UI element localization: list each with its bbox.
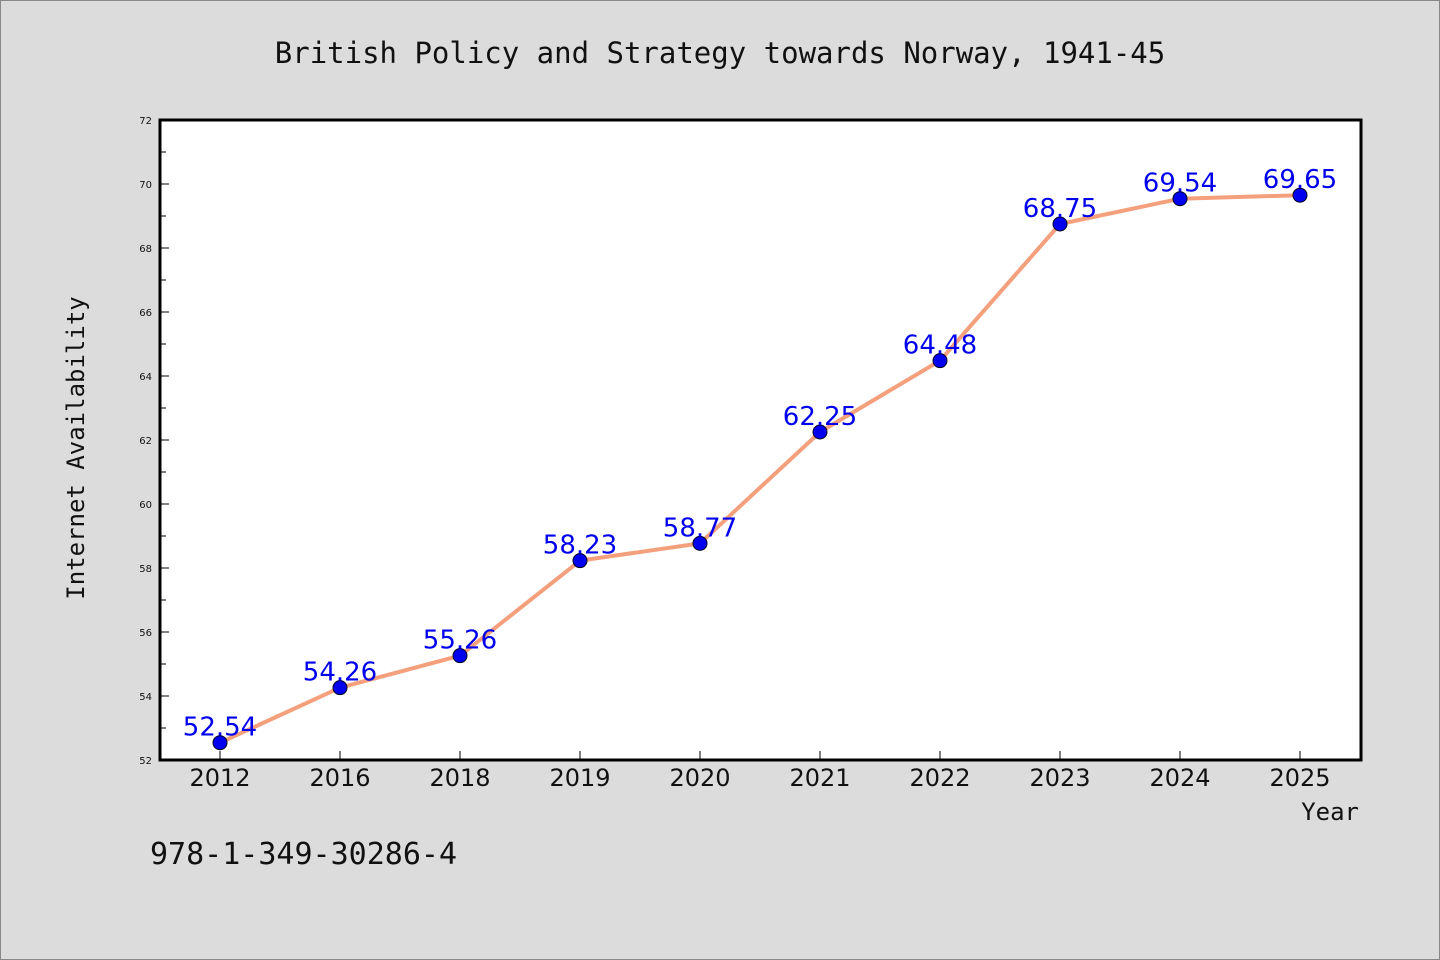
data-label: 62.25 [783,402,857,432]
x-axis-ticks: 2012 2016 2018 2019 2020 2021 2022 2023 2024 2025 [189,751,1331,792]
x-tick-label: 2019 [549,764,610,792]
y-tick-label: 58 [139,564,152,575]
y-tick-label: 52 [139,756,152,767]
data-point [692,535,708,551]
data-label: 54.26 [303,658,377,688]
data-point [452,648,468,664]
y-tick-label: 54 [139,692,152,703]
data-point [1292,187,1308,203]
x-tick-label: 2023 [1029,764,1090,792]
y-axis-ticks: 52 54 56 58 60 62 64 66 68 70 72 [139,116,169,767]
data-label: 58.77 [663,513,737,543]
y-axis-label: Internet Availability [62,296,90,599]
x-tick-label: 2016 [309,764,370,792]
plot-area [158,118,1363,762]
y-tick-label: 70 [139,180,152,191]
data-label: 58.23 [543,531,617,561]
x-tick-label: 2021 [789,764,850,792]
data-point [1052,216,1068,232]
chart-title: British Policy and Strategy towards Norw… [275,36,1165,70]
y-tick-label: 66 [139,308,152,319]
x-tick-label: 2025 [1269,764,1330,792]
isbn-text: 978-1-349-30286-4 [150,837,457,872]
data-point [332,680,348,696]
data-point [212,735,228,751]
x-tick-label: 2018 [429,764,490,792]
series-line [218,193,1302,745]
data-label: 64.48 [903,331,977,361]
data-label: 69.54 [1143,169,1217,199]
data-label: 52.54 [183,713,257,743]
data-point [932,353,948,369]
y-tick-label: 56 [139,628,152,639]
y-tick-label: 62 [139,436,152,447]
data-label: 55.26 [423,626,497,656]
x-tick-label: 2020 [669,764,730,792]
x-tick-label: 2022 [909,764,970,792]
y-tick-label: 72 [139,116,152,127]
y-tick-label: 64 [139,372,152,383]
x-axis-label: Year [1301,798,1359,826]
data-point [572,553,588,569]
data-point [812,424,828,440]
data-labels: 52.54 54.26 55.26 58.23 58.77 62.25 64.48 68.75… [183,165,1337,743]
data-label: 68.75 [1023,194,1097,224]
data-points [212,187,1308,751]
x-tick-label: 2024 [1149,764,1210,792]
x-tick-label: 2012 [189,764,250,792]
data-point [1172,191,1188,207]
y-tick-label: 60 [139,500,152,511]
y-tick-label: 68 [139,244,152,255]
data-label: 69.65 [1263,165,1337,195]
